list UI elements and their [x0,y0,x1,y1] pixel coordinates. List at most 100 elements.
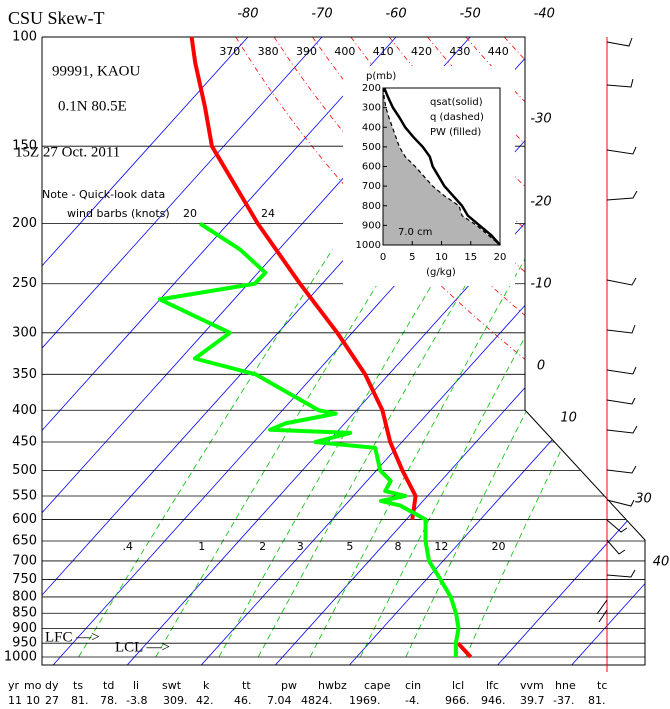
inset-y-tick-label: 500 [362,142,381,153]
inset-y-label: p(mb) [366,71,396,82]
inset-y-tick-label: 1000 [356,240,381,251]
isotherm [42,37,249,665]
index-value: 10 [26,694,40,707]
y-tick-label: 200 [12,216,37,231]
y-tick-label: 400 [12,403,37,418]
note: wind barbs (knots) [67,207,170,220]
inset-x-tick-label: 5 [409,252,415,263]
index-header: swt [162,679,182,692]
isotherm-label: -20 [530,195,551,210]
index-value: 309. [163,694,188,707]
inset-line [383,87,501,246]
inset-y-tick-label: 600 [362,162,381,173]
legend-label: q (dashed) [430,112,484,123]
note: Note - Quick-look data [42,188,165,201]
isotherm-label: -80 [237,7,258,22]
isotherm [497,37,645,665]
isotherm [42,37,397,665]
inset-x-tick-label: 10 [435,252,448,263]
index-value: -4. [405,694,419,707]
y-tick-label: 950 [12,636,37,651]
isotherm-label: -60 [385,7,406,22]
y-tick-label: 700 [12,553,37,568]
isotherm-label: -30 [530,112,551,127]
isotherm-label: -40 [534,7,555,22]
y-tick-label: 300 [12,325,37,340]
y-tick-label: 1000 [4,650,37,665]
index-header: yr [8,679,20,692]
y-tick-label: 150 [12,139,37,154]
mixing-ratio-line [218,249,454,658]
moist-adiabat-label: 20 [183,207,197,220]
dry-adiabat-label: 380 [258,45,279,58]
inset-x-tick-label: 15 [464,252,477,263]
inset-line [383,87,501,246]
dry-adiabat-label: 400 [334,45,355,58]
dry-adiabat-label: 430 [449,45,470,58]
index-header: dy [45,679,59,692]
index-value: 27 [45,694,59,707]
y-tick-label: 350 [12,367,37,382]
dry-adiabat-label: 410 [373,45,394,58]
inset-y-tick-label: 900 [362,220,381,231]
index-header: pw [281,679,297,692]
y-tick-label: 450 [12,434,37,449]
dry-adiabat-label: 440 [488,45,509,58]
inset-x-label: (g/kg) [426,267,456,278]
mixing-ratio-line [309,249,531,658]
profile-line [157,221,461,658]
index-value: 46. [234,694,252,707]
isotherm-label: 0 [537,359,545,374]
mixing-ratio-line [257,249,487,658]
isotherm-label: -10 [530,277,551,292]
dry-adiabat-label: 370 [219,45,240,58]
isotherm [42,37,323,665]
moist-adiabat-label: 24 [261,207,275,220]
legend-label: qsat(solid) [430,97,483,108]
time: 15Z 27 Oct. 2011 [15,144,120,160]
isotherm-label: 40 [653,555,670,570]
isotherm [52,37,619,665]
inset-y-tick-label: 800 [362,201,381,212]
chart-title: CSU Skew-T [8,8,105,28]
y-tick-label: 900 [12,621,37,636]
mixing-ratio-label: 12 [434,540,448,553]
inset-y-tick-label: 300 [362,103,381,114]
lfc-marker: LFC —> [45,629,100,645]
mixing-ratio-label: 5 [346,540,353,553]
index-value: 42. [196,694,214,707]
profile-line [456,641,473,659]
lcl-marker: LCL —> [115,639,170,655]
mixing-ratio-label: .4 [122,540,133,553]
index-value: -37. [553,694,574,707]
inset-y-tick-label: 700 [362,181,381,192]
mixing-ratio-label: 8 [395,540,402,553]
index-value: 78. [100,694,118,707]
y-tick-label: 600 [12,512,37,527]
index-value: 4824. [301,694,333,707]
mixing-ratio-line [155,249,400,658]
index-header: hne [555,679,576,692]
pw-fill [383,88,500,245]
index-value: 7.04 [267,694,292,707]
index-header: ts [73,679,83,692]
index-value: 11 [8,694,22,707]
mixing-ratio-label: 20 [492,540,506,553]
mixing-ratio-label: 1 [198,540,205,553]
y-tick-label: 100 [12,30,37,45]
index-value: -3.8 [126,694,147,707]
y-tick-label: 650 [12,534,37,549]
station: 99991, KAOU [52,63,140,79]
y-tick-label: 850 [12,606,37,621]
index-header: k [203,679,210,692]
profile-line [189,36,418,520]
y-tick-label: 250 [12,276,37,291]
index-header: lcl [452,679,464,692]
dry-adiabat-label: 420 [411,45,432,58]
mixing-ratio-label: 2 [259,540,266,553]
index-header: cape [364,679,391,692]
location: 0.1N 80.5E [58,98,127,114]
legend-label: PW (filled) [430,127,481,138]
inset-x-tick-label: 20 [494,252,507,263]
